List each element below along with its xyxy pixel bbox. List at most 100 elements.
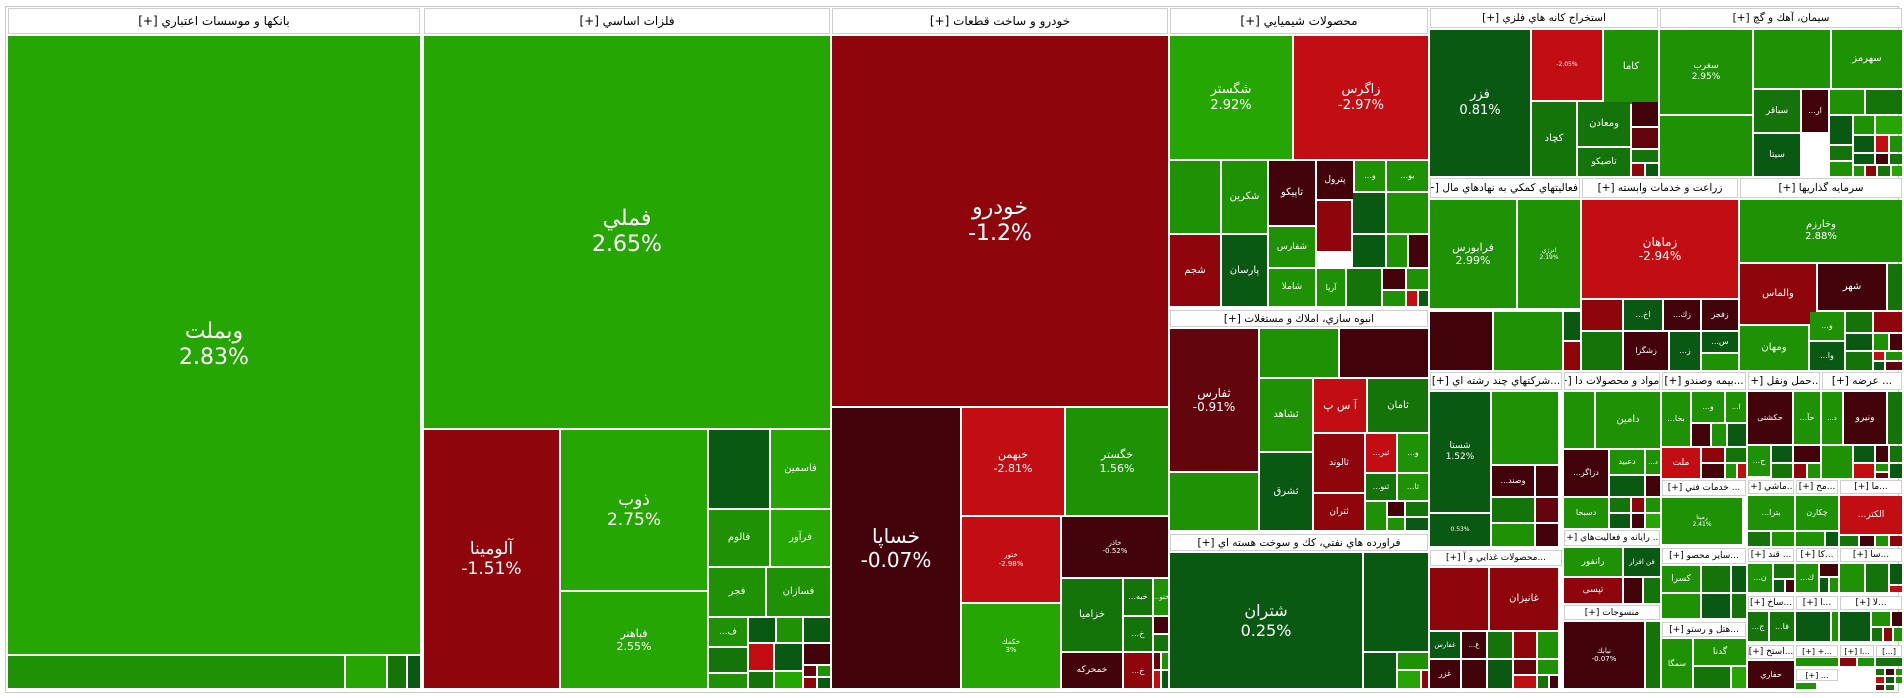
sector-header-base-metals[interactable]: فلزات اساسي [+] (424, 8, 830, 34)
stock-tile[interactable] (1732, 566, 1746, 592)
stock-tile[interactable] (1632, 514, 1644, 528)
stock-tile[interactable] (1874, 362, 1884, 370)
stock-tile[interactable] (1786, 580, 1794, 592)
stock-tile-ثنو...[interactable]: ثنو... (1366, 474, 1396, 500)
stock-tile[interactable] (1886, 362, 1902, 370)
stock-tile-فرآور[interactable]: فرآور (771, 510, 830, 566)
stock-tile[interactable] (1644, 578, 1660, 603)
stock-tile[interactable] (1347, 269, 1381, 306)
stock-tile-فالوم[interactable]: فالوم (709, 510, 769, 566)
stock-tile-زشگزا[interactable]: زشگزا (1624, 332, 1668, 370)
stock-tile-سیتا[interactable]: سیتا (1754, 134, 1800, 176)
stock-tile[interactable] (1866, 90, 1902, 114)
sector-header-sa-sector[interactable]: ...سا [+] (1840, 548, 1902, 562)
stock-tile[interactable] (775, 672, 802, 688)
stock-tile-ج...[interactable]: ج... (1748, 612, 1768, 641)
stock-tile[interactable] (1888, 264, 1902, 310)
stock-tile[interactable] (804, 618, 830, 642)
stock-tile[interactable] (1646, 476, 1660, 496)
stock-tile[interactable] (1383, 269, 1405, 289)
stock-tile[interactable] (1364, 553, 1428, 651)
stock-tile[interactable] (1794, 464, 1806, 478)
stock-tile-نبابك[interactable]: نبابك -0.07% (1564, 622, 1644, 688)
stock-tile-خگستر[interactable]: خگستر 1.56% (1066, 408, 1168, 515)
sector-header-real-estate[interactable]: انبوه سازي، املاك و مستغلات [+] (1170, 310, 1428, 327)
stock-tile[interactable] (1796, 532, 1824, 546)
stock-tile-ثبر...[interactable]: ثبر... (1366, 434, 1396, 472)
stock-tile-ثشاهد[interactable]: ثشاهد (1260, 379, 1312, 451)
stock-tile-پترول[interactable]: پترول (1317, 161, 1353, 199)
stock-tile[interactable] (1492, 498, 1534, 522)
stock-tile[interactable] (1874, 352, 1884, 360)
stock-tile-اخ...[interactable]: اخ... (1624, 300, 1662, 330)
stock-tile[interactable] (804, 666, 816, 676)
stock-tile[interactable] (1514, 632, 1536, 658)
sector-header-financial-aux[interactable]: ...فعاليتهاي كمكي به نهادهاي مال [+] (1430, 178, 1580, 198)
stock-tile[interactable] (818, 678, 830, 688)
stock-tile[interactable] (1170, 161, 1220, 233)
stock-tile[interactable] (8, 656, 344, 688)
stock-tile-تاصیكو[interactable]: تاصیكو (1578, 148, 1630, 176)
stock-tile[interactable] (1876, 685, 1884, 690)
stock-tile-حآ...[interactable]: حآ... (1794, 392, 1820, 444)
stock-tile-ملت[interactable]: ملت (1662, 448, 1700, 478)
stock-tile[interactable] (1536, 498, 1558, 522)
stock-tile-شاملا[interactable]: شاملا (1269, 269, 1315, 306)
stock-tile[interactable] (1646, 164, 1658, 176)
stock-tile[interactable] (1840, 612, 1870, 641)
stock-tile[interactable] (1538, 676, 1548, 688)
stock-tile[interactable] (1260, 329, 1338, 377)
stock-tile[interactable] (1610, 498, 1630, 512)
stock-tile-خبهمن[interactable]: خبهمن -2.81% (962, 408, 1064, 515)
stock-tile[interactable] (1536, 466, 1558, 496)
stock-tile-كچاد[interactable]: كچاد (1532, 102, 1576, 176)
stock-tile[interactable] (1406, 518, 1428, 530)
stock-tile-فملي[interactable]: فملي 2.65% (424, 36, 830, 428)
stock-tile[interactable] (1430, 568, 1488, 630)
stock-tile[interactable] (1774, 564, 1794, 578)
stock-tile[interactable] (1772, 446, 1792, 462)
sector-header-transport[interactable]: ...حمل ونقل [+] (1748, 372, 1820, 390)
stock-tile[interactable] (1846, 352, 1872, 370)
sector-header-metal-mining[interactable]: استخراج كانه هاي فلزي [+] (1430, 8, 1658, 28)
stock-tile-ثا...[interactable]: ثا... (1398, 474, 1428, 500)
stock-tile-بو...[interactable]: بو... (1387, 161, 1428, 191)
stock-tile[interactable] (1407, 269, 1428, 289)
stock-tile-ا...[interactable]: ا... (1726, 392, 1746, 422)
stock-tile-وا...[interactable]: وا... (1810, 342, 1844, 370)
stock-tile[interactable] (1632, 102, 1658, 126)
stock-tile[interactable] (1162, 653, 1168, 669)
sector-header-chemicals[interactable]: محصولات شيميايي [+] (1170, 8, 1428, 34)
sector-header-food[interactable]: ...محصولات غذايي و آ [+] (1430, 550, 1562, 566)
stock-tile[interactable] (1383, 291, 1405, 306)
stock-tile[interactable] (1896, 669, 1902, 675)
stock-tile[interactable] (1340, 329, 1428, 377)
sector-header-auto[interactable]: خودرو و ساخت قطعات [+] (832, 8, 1168, 34)
stock-tile[interactable] (1854, 166, 1864, 176)
stock-tile-شگستر[interactable]: شگستر 2.92% (1170, 36, 1292, 159)
stock-tile-سهرمز[interactable]: سهرمز (1832, 30, 1902, 88)
stock-tile-د...[interactable]: د... (1646, 450, 1660, 474)
stock-tile-ح...[interactable]: ح... (1748, 446, 1770, 476)
stock-tile[interactable] (1854, 136, 1874, 152)
stock-tile[interactable] (1874, 334, 1888, 350)
stock-tile[interactable] (1317, 201, 1351, 251)
stock-tile[interactable] (1890, 564, 1902, 584)
stock-tile[interactable] (1726, 464, 1736, 478)
stock-tile[interactable] (1876, 658, 1902, 666)
sector-header-it[interactable]: ... رايانه و فعاليت‌هاي [+] (1564, 530, 1660, 546)
stock-tile[interactable] (1514, 660, 1536, 674)
stock-tile[interactable] (1820, 564, 1838, 576)
stock-tile[interactable] (1830, 146, 1852, 160)
stock-tile-فن افزار[interactable]: فن افزار (1624, 548, 1660, 576)
stock-tile[interactable] (1840, 536, 1858, 546)
stock-tile[interactable] (1388, 518, 1404, 530)
stock-tile[interactable] (1702, 464, 1724, 478)
sector-header-oil-products[interactable]: فراورده هاي نفتي، كك و سوخت هسته اي [+] (1170, 534, 1428, 551)
stock-tile[interactable] (1876, 446, 1888, 462)
stock-tile-رانفور[interactable]: رانفور (1564, 548, 1622, 576)
stock-tile-زفجر[interactable]: زفجر (1702, 300, 1738, 330)
stock-tile[interactable] (1884, 628, 1892, 641)
stock-tile[interactable] (1794, 446, 1820, 462)
stock-tile[interactable] (1820, 578, 1828, 592)
